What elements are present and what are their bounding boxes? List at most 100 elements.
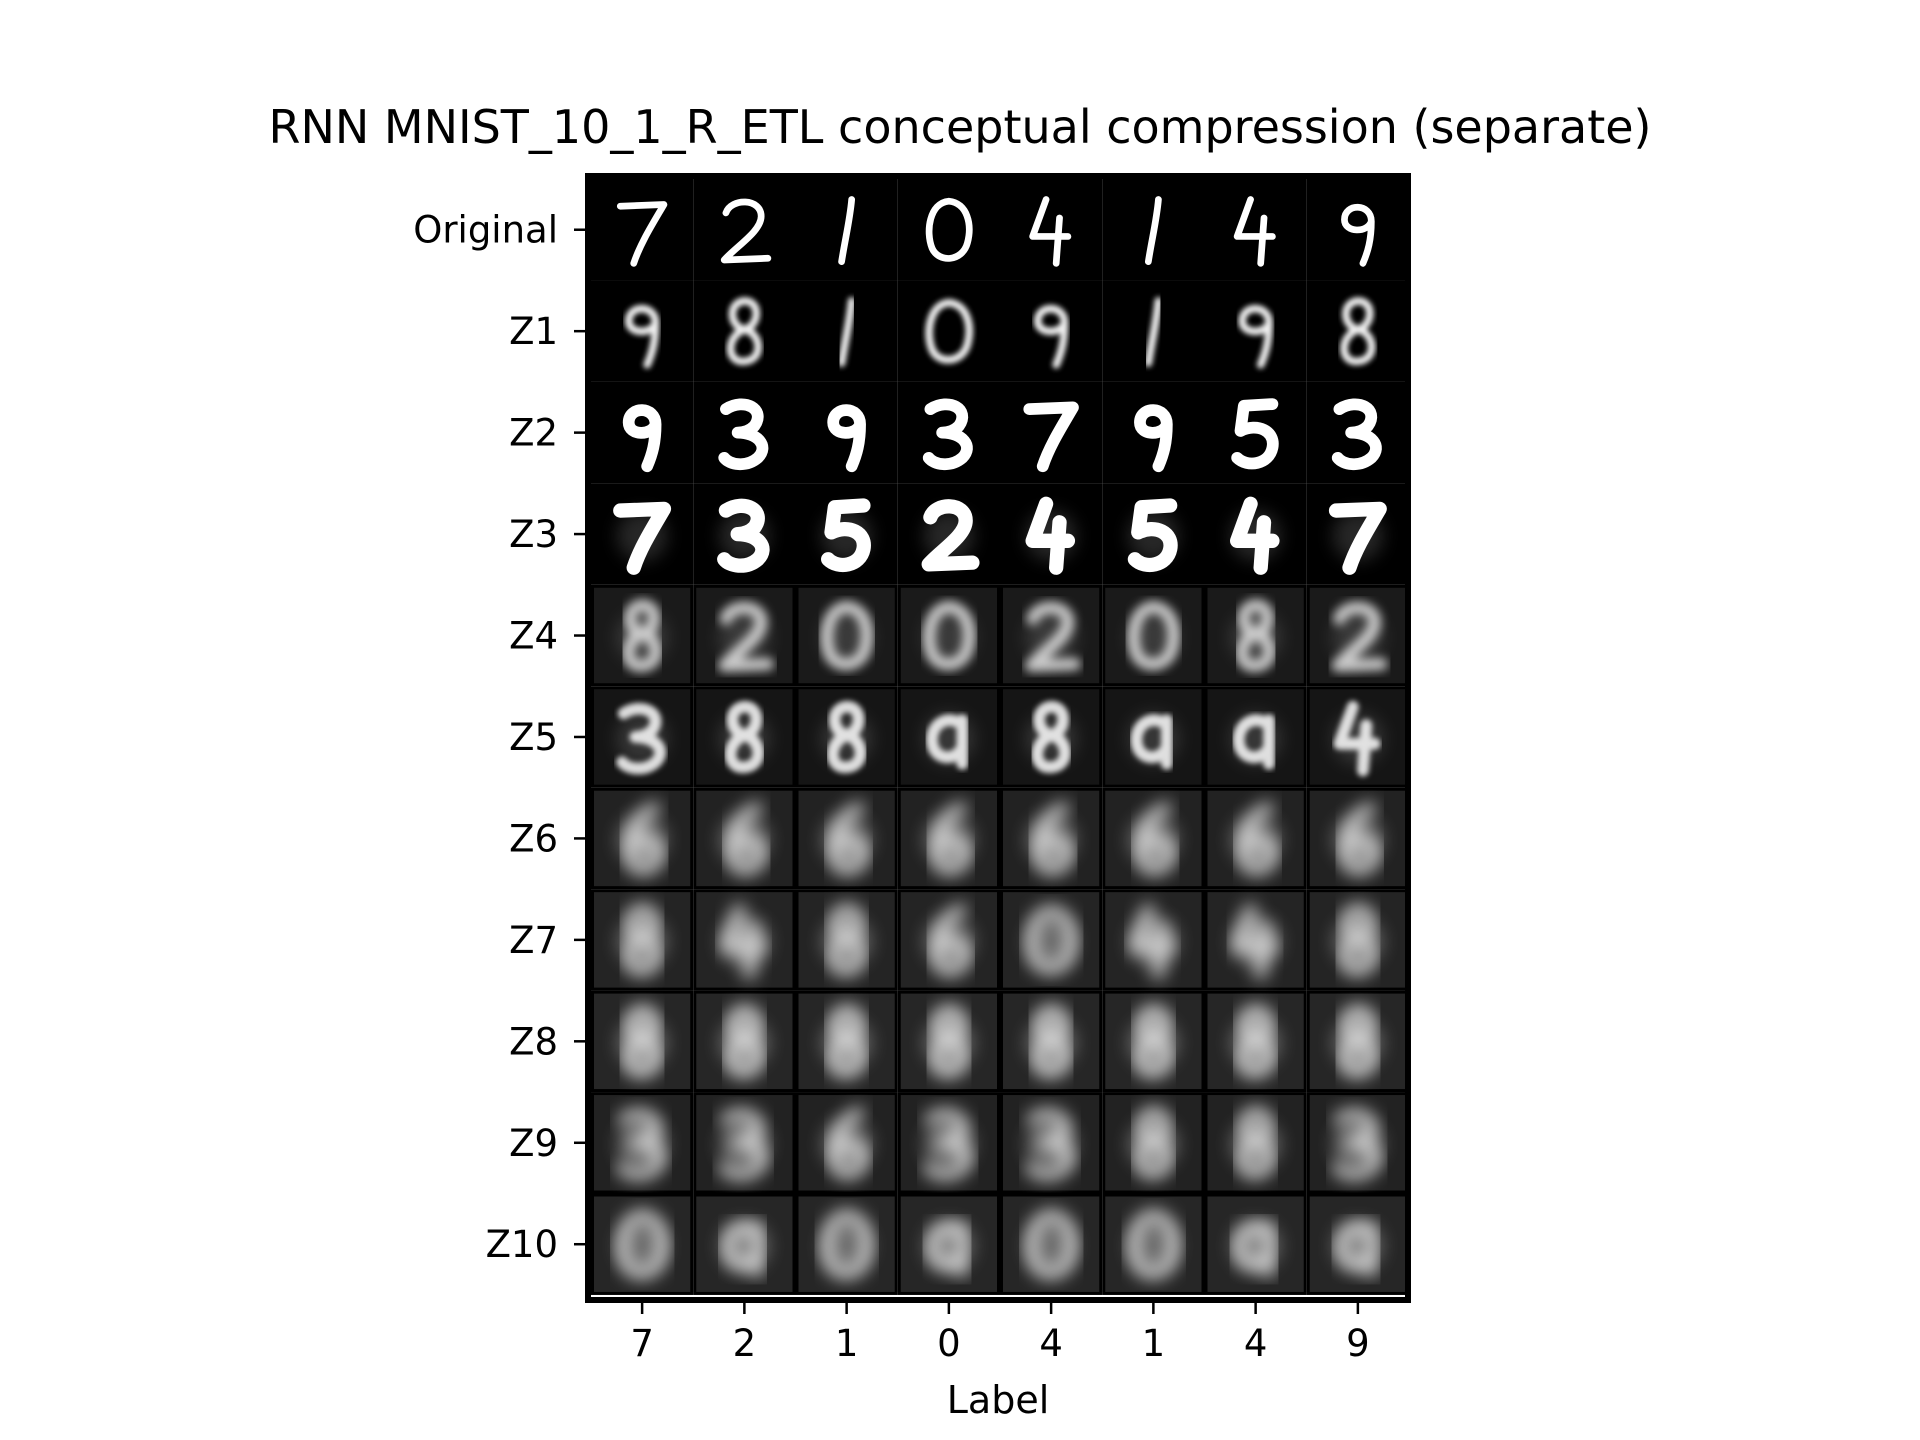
image-cell bbox=[1000, 1092, 1102, 1193]
image-cell bbox=[1205, 382, 1307, 483]
image-cell bbox=[1102, 991, 1204, 1092]
image-cell bbox=[591, 686, 693, 787]
y-tick-label: Z3 bbox=[509, 513, 558, 556]
image-cell bbox=[898, 1092, 1000, 1193]
image-cell bbox=[898, 280, 1000, 381]
image-cell bbox=[1205, 585, 1307, 686]
image-cell bbox=[1102, 483, 1204, 584]
image-cell bbox=[796, 686, 898, 787]
image-cell bbox=[693, 686, 795, 787]
image-cell bbox=[693, 382, 795, 483]
image-cell bbox=[796, 382, 898, 483]
y-tick-label: Z9 bbox=[509, 1122, 558, 1165]
image-cell bbox=[591, 889, 693, 990]
x-tick-label: 2 bbox=[733, 1322, 757, 1365]
x-tick-label: 4 bbox=[1039, 1322, 1063, 1365]
image-cell bbox=[1205, 280, 1307, 381]
y-tick-label: Z10 bbox=[486, 1223, 558, 1266]
image-cell bbox=[796, 585, 898, 686]
image-cell bbox=[898, 585, 1000, 686]
image-cell bbox=[898, 1194, 1000, 1295]
image-cell bbox=[591, 483, 693, 584]
image-cell bbox=[796, 179, 898, 280]
image-cell bbox=[898, 991, 1000, 1092]
x-tick-label: 9 bbox=[1346, 1322, 1370, 1365]
x-tick-label: 7 bbox=[630, 1322, 654, 1365]
image-cell bbox=[1102, 889, 1204, 990]
image-cell bbox=[1102, 686, 1204, 787]
image-cell bbox=[693, 788, 795, 889]
image-cell bbox=[591, 280, 693, 381]
image-cell bbox=[591, 788, 693, 889]
image-cell bbox=[1102, 382, 1204, 483]
image-cell bbox=[1000, 991, 1102, 1092]
image-cell bbox=[1102, 280, 1204, 381]
image-cell bbox=[898, 889, 1000, 990]
image-cell bbox=[1205, 788, 1307, 889]
image-cell bbox=[796, 889, 898, 990]
image-cell bbox=[693, 179, 795, 280]
x-tick-label: 1 bbox=[1142, 1322, 1166, 1365]
y-tick-label: Original bbox=[413, 209, 558, 252]
image-cell bbox=[591, 585, 693, 686]
image-cell bbox=[1205, 1092, 1307, 1193]
image-cell bbox=[1102, 1194, 1204, 1295]
image-cell bbox=[1307, 991, 1409, 1092]
image-cell bbox=[1307, 483, 1409, 584]
image-cell bbox=[1205, 686, 1307, 787]
image-cell bbox=[1307, 1194, 1409, 1295]
image-cell bbox=[591, 1194, 693, 1295]
image-cell bbox=[1102, 179, 1204, 280]
image-cell bbox=[1205, 991, 1307, 1092]
image-cell bbox=[898, 382, 1000, 483]
image-cell bbox=[591, 382, 693, 483]
image-cell bbox=[1307, 1092, 1409, 1193]
x-axis-label: Label bbox=[588, 1378, 1408, 1422]
image-cell bbox=[591, 1092, 693, 1193]
image-cell bbox=[693, 991, 795, 1092]
image-cell bbox=[693, 585, 795, 686]
image-cell bbox=[796, 991, 898, 1092]
image-cell bbox=[693, 483, 795, 584]
image-cell bbox=[591, 179, 693, 280]
image-cell bbox=[693, 1194, 795, 1295]
y-tick-label: Z7 bbox=[509, 919, 558, 962]
image-cell bbox=[1000, 1194, 1102, 1295]
image-cell bbox=[796, 1194, 898, 1295]
image-cell bbox=[693, 280, 795, 381]
image-cell bbox=[1307, 382, 1409, 483]
image-cell bbox=[1205, 1194, 1307, 1295]
image-cell bbox=[1000, 179, 1102, 280]
image-cell bbox=[1000, 280, 1102, 381]
image-cell bbox=[1000, 483, 1102, 584]
image-cell bbox=[796, 483, 898, 584]
image-cell bbox=[796, 280, 898, 381]
image-cell bbox=[898, 179, 1000, 280]
image-cell bbox=[1000, 686, 1102, 787]
image-cell bbox=[1307, 686, 1409, 787]
image-cell bbox=[1102, 585, 1204, 686]
image-cell bbox=[898, 483, 1000, 584]
image-cell bbox=[796, 788, 898, 889]
y-tick-label: Z4 bbox=[509, 615, 558, 658]
image-cell bbox=[1307, 280, 1409, 381]
image-cell bbox=[898, 788, 1000, 889]
image-cell bbox=[693, 1092, 795, 1193]
x-tick-label: 4 bbox=[1244, 1322, 1268, 1365]
image-cell bbox=[1205, 179, 1307, 280]
image-cell bbox=[1307, 889, 1409, 990]
image-cell bbox=[1000, 889, 1102, 990]
y-tick-label: Z5 bbox=[509, 716, 558, 759]
image-cell bbox=[796, 1092, 898, 1193]
image-cell bbox=[1102, 1092, 1204, 1193]
image-cell bbox=[1307, 179, 1409, 280]
image-cell bbox=[1307, 585, 1409, 686]
image-cell bbox=[1205, 483, 1307, 584]
image-cell bbox=[1000, 585, 1102, 686]
image-cell bbox=[1000, 788, 1102, 889]
y-tick-label: Z2 bbox=[509, 412, 558, 455]
y-tick-label: Z8 bbox=[509, 1020, 558, 1063]
image-cell bbox=[1205, 889, 1307, 990]
